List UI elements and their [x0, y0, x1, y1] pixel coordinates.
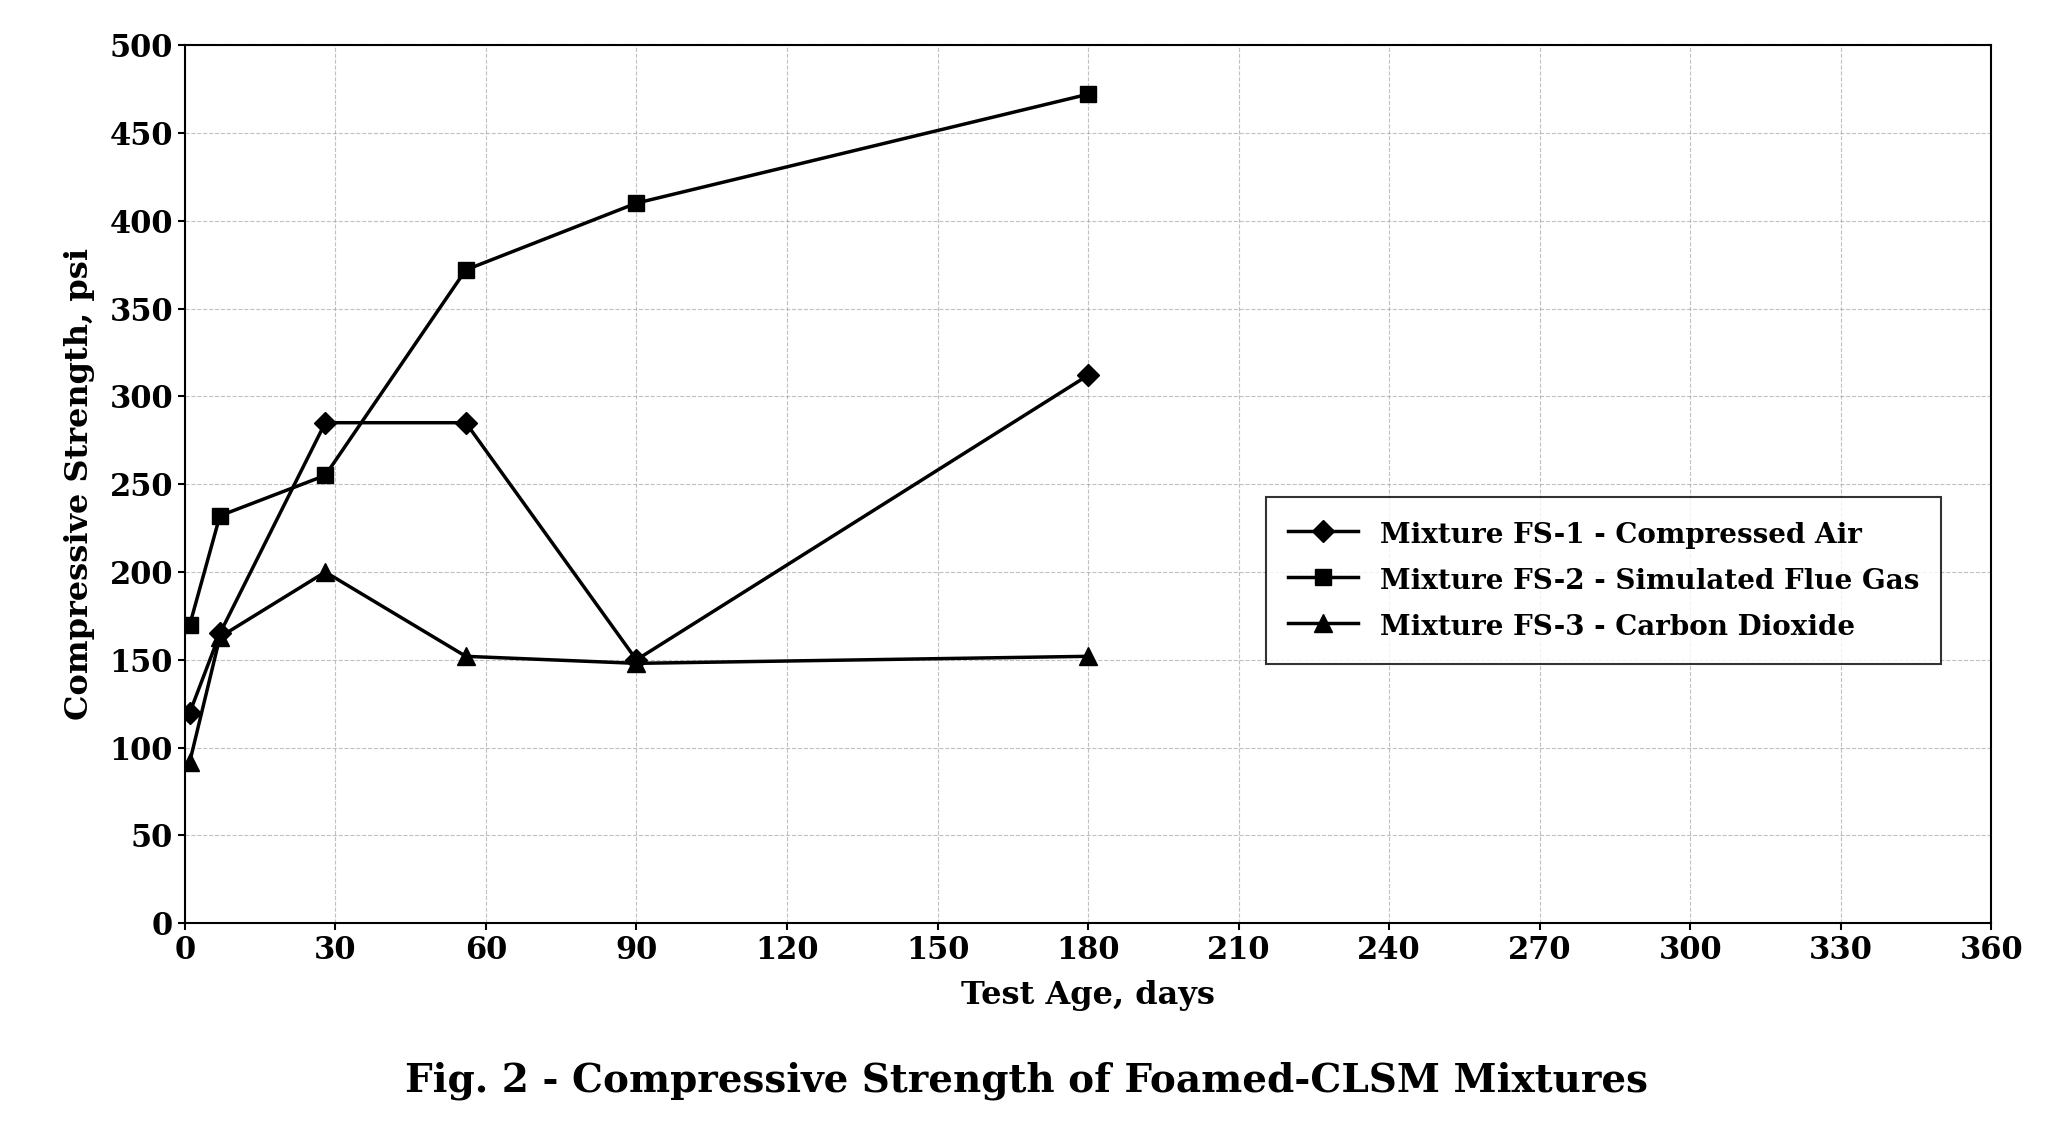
Mixture FS-3 - Carbon Dioxide	[312, 565, 337, 579]
Mixture FS-3 - Carbon Dioxide	[177, 754, 201, 768]
Mixture FS-1 - Compressed Air	[177, 706, 201, 720]
Mixture FS-3 - Carbon Dioxide	[207, 631, 232, 644]
Mixture FS-1 - Compressed Air	[312, 415, 337, 429]
Text: Fig. 2 - Compressive Strength of Foamed-CLSM Mixtures: Fig. 2 - Compressive Strength of Foamed-…	[404, 1062, 1649, 1100]
Mixture FS-1 - Compressed Air	[207, 627, 232, 641]
Line: Mixture FS-2 - Simulated Flue Gas: Mixture FS-2 - Simulated Flue Gas	[181, 86, 1096, 633]
Mixture FS-2 - Simulated Flue Gas	[207, 509, 232, 522]
Mixture FS-2 - Simulated Flue Gas	[624, 196, 649, 209]
Legend: Mixture FS-1 - Compressed Air, Mixture FS-2 - Simulated Flue Gas, Mixture FS-3 -: Mixture FS-1 - Compressed Air, Mixture F…	[1267, 497, 1942, 663]
Mixture FS-2 - Simulated Flue Gas	[1076, 88, 1100, 101]
Mixture FS-1 - Compressed Air	[624, 653, 649, 667]
Mixture FS-2 - Simulated Flue Gas	[177, 618, 201, 632]
Mixture FS-3 - Carbon Dioxide	[624, 656, 649, 670]
Mixture FS-1 - Compressed Air	[454, 415, 478, 429]
Line: Mixture FS-1 - Compressed Air: Mixture FS-1 - Compressed Air	[183, 367, 1096, 721]
Mixture FS-2 - Simulated Flue Gas	[454, 263, 478, 277]
Mixture FS-3 - Carbon Dioxide	[454, 650, 478, 663]
Line: Mixture FS-3 - Carbon Dioxide: Mixture FS-3 - Carbon Dioxide	[181, 563, 1096, 770]
X-axis label: Test Age, days: Test Age, days	[961, 980, 1215, 1011]
Y-axis label: Compressive Strength, psi: Compressive Strength, psi	[64, 248, 94, 721]
Mixture FS-2 - Simulated Flue Gas	[312, 468, 337, 482]
Mixture FS-3 - Carbon Dioxide	[1076, 650, 1100, 663]
Mixture FS-1 - Compressed Air	[1076, 368, 1100, 382]
